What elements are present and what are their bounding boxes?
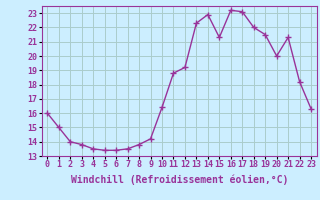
X-axis label: Windchill (Refroidissement éolien,°C): Windchill (Refroidissement éolien,°C) — [70, 175, 288, 185]
